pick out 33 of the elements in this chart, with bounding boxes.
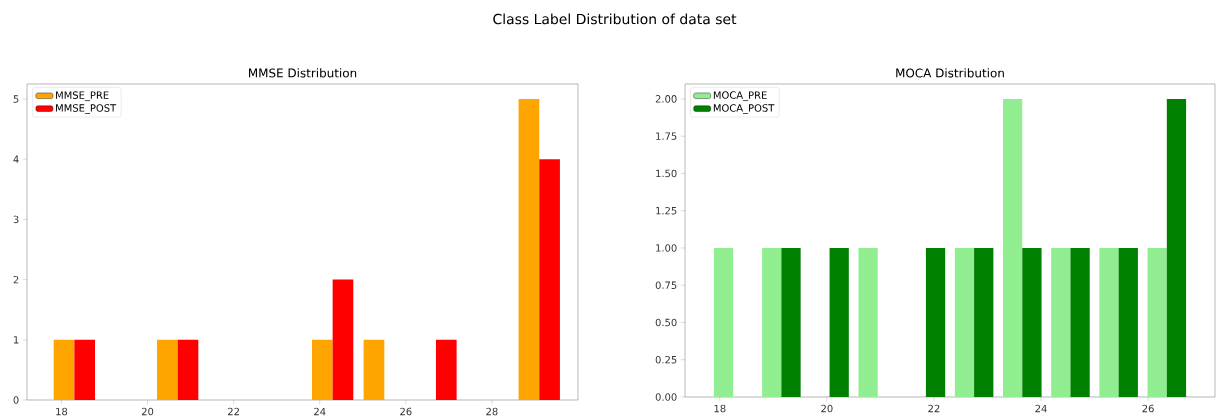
x-tick-label: 18 (56, 407, 68, 416)
x-tick-label: 22 (228, 407, 239, 416)
y-tick-label: 1 (13, 336, 19, 344)
chart-title: MMSE Distribution (249, 68, 357, 78)
y-tick-label: 1.50 (656, 169, 677, 178)
y-tick-label: 1.25 (656, 207, 677, 215)
x-tick-label: 26 (400, 407, 412, 416)
x-tick-label: 22 (928, 404, 940, 413)
y-tick-label: 0.00 (655, 393, 677, 401)
legend-label: MOCA_POST (713, 104, 775, 115)
y-tick-label: 5 (13, 95, 19, 103)
y-tick-label: 2 (13, 276, 19, 284)
y-tick-label: 4 (13, 155, 19, 164)
y-tick-label: 1.00 (656, 244, 677, 252)
x-tick-label: 20 (141, 407, 154, 416)
x-tick-label: 24 (1035, 404, 1047, 413)
text: Class Label Distribution of data set (493, 13, 737, 25)
legend-label: MOCA_PRE (713, 91, 767, 102)
y-tick-label: 0.25 (655, 356, 677, 364)
y-tick-label: 3 (13, 215, 19, 224)
y-tick-label: 0.50 (655, 318, 677, 327)
y-tick-label: 1.75 (656, 132, 677, 141)
legend-label: MMSE_POST (56, 104, 117, 115)
x-tick-label: 24 (314, 407, 326, 416)
x-tick-label: 18 (714, 404, 726, 413)
y-tick-label: 0.75 (655, 281, 677, 290)
y-tick-label: 0 (13, 396, 19, 404)
x-tick-label: 28 (486, 407, 498, 416)
y-tick-label: 2.00 (655, 95, 677, 103)
x-tick-label: 20 (821, 404, 833, 413)
legend-label: MMSE_PRE (56, 91, 109, 102)
chart-title: MOCA Distribution (896, 68, 1004, 78)
x-tick-label: 26 (1142, 404, 1154, 413)
